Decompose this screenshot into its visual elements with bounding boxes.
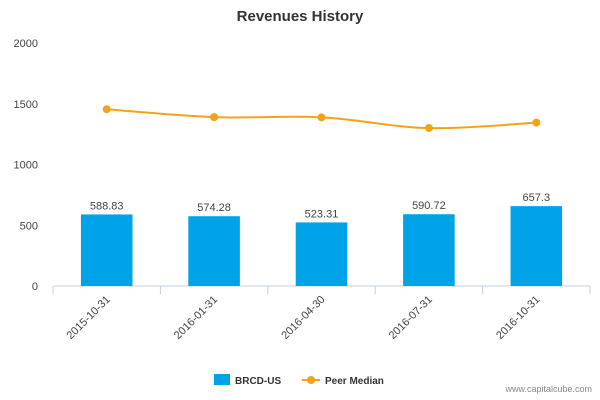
- legend-swatch-marker: [307, 376, 315, 384]
- bar-data-label: 574.28: [197, 202, 231, 214]
- bar-data-label: 657.3: [523, 192, 551, 204]
- x-tick-label: 2016-04-30: [279, 294, 327, 342]
- bar: [295, 222, 348, 286]
- line-series: [102, 105, 541, 133]
- peer-median-point: [317, 113, 326, 122]
- x-tick-label: 2016-07-31: [387, 294, 435, 342]
- bar: [80, 214, 133, 286]
- bar: [188, 216, 240, 286]
- credit-text: www.capitalcube.com: [505, 384, 592, 394]
- legend-label-bar: BRCD-US: [235, 376, 281, 387]
- x-tick-label: 2016-10-31: [494, 294, 542, 342]
- bar-data-label: 588.83: [90, 200, 124, 212]
- legend: BRCD-US Peer Median: [214, 374, 384, 387]
- x-axis: 2015-10-31 2016-01-31 2016-04-30 2016-07-31…: [52, 285, 591, 342]
- y-tick-label: 1500: [14, 99, 38, 111]
- bar-data-label: 523.31: [305, 208, 339, 220]
- bar-series: 588.83 574.28 523.31 590.72 657.3: [80, 192, 563, 286]
- bar-data-label: 590.72: [412, 200, 446, 212]
- x-tick-label: 2016-01-31: [172, 294, 220, 342]
- legend-swatch-bar: [214, 374, 230, 385]
- peer-median-point: [210, 113, 219, 122]
- bar: [403, 214, 455, 286]
- chart-title: Revenues History: [237, 8, 364, 25]
- bar: [510, 206, 563, 286]
- peer-median-point: [102, 105, 111, 114]
- peer-median-point: [424, 124, 433, 133]
- peer-median-point: [532, 118, 541, 127]
- y-tick-label: 500: [20, 220, 38, 232]
- x-tick-label: 2015-10-31: [65, 294, 113, 342]
- y-axis: 0 500 1000 1500 2000: [14, 38, 38, 293]
- legend-label-line: Peer Median: [325, 376, 384, 387]
- y-tick-label: 1000: [14, 160, 38, 172]
- y-tick-label: 0: [32, 281, 38, 293]
- y-tick-label: 2000: [14, 38, 38, 50]
